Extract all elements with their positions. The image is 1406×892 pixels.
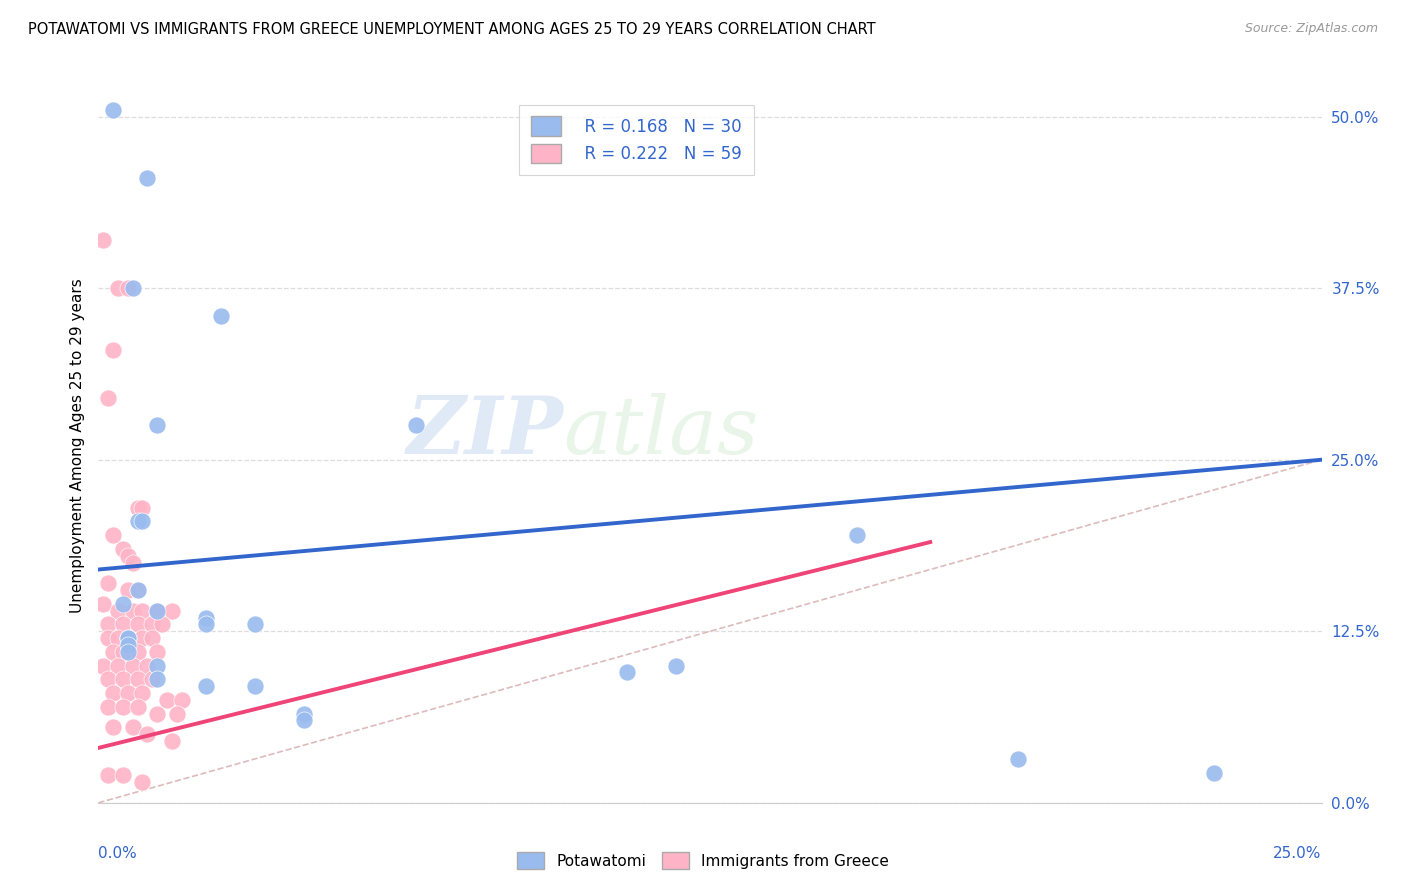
- Point: [1202, 765, 1225, 780]
- Point: [127, 699, 149, 714]
- Point: [111, 768, 134, 782]
- Point: [156, 693, 179, 707]
- Point: [97, 631, 120, 645]
- Point: [127, 617, 149, 632]
- Point: [127, 645, 149, 659]
- Point: [97, 768, 120, 782]
- Point: [146, 604, 169, 618]
- Point: [146, 673, 169, 687]
- Point: [117, 645, 139, 659]
- Point: [141, 617, 163, 632]
- Point: [97, 391, 120, 405]
- Point: [243, 617, 266, 632]
- Point: [117, 631, 139, 645]
- Point: [131, 500, 153, 515]
- Point: [160, 734, 183, 748]
- Point: [97, 673, 120, 687]
- Point: [209, 309, 232, 323]
- Point: [195, 610, 218, 624]
- Point: [111, 597, 134, 611]
- Point: [131, 515, 153, 529]
- Point: [117, 583, 139, 598]
- Point: [146, 658, 169, 673]
- Point: [131, 686, 153, 700]
- Point: [131, 631, 153, 645]
- Point: [166, 706, 188, 721]
- Point: [170, 693, 193, 707]
- Point: [111, 673, 134, 687]
- Point: [616, 665, 638, 680]
- Point: [127, 583, 149, 598]
- Point: [405, 418, 427, 433]
- Point: [101, 343, 124, 357]
- Point: [91, 233, 114, 247]
- Point: [97, 617, 120, 632]
- Point: [1007, 752, 1029, 766]
- Point: [127, 500, 149, 515]
- Point: [91, 597, 114, 611]
- Point: [292, 706, 315, 721]
- Point: [107, 281, 129, 295]
- Point: [127, 515, 149, 529]
- Point: [101, 686, 124, 700]
- Point: [107, 604, 129, 618]
- Point: [91, 658, 114, 673]
- Point: [160, 604, 183, 618]
- Point: [136, 171, 159, 186]
- Point: [121, 604, 143, 618]
- Point: [131, 775, 153, 789]
- Point: [101, 720, 124, 734]
- Point: [107, 631, 129, 645]
- Point: [121, 720, 143, 734]
- Point: [117, 631, 139, 645]
- Point: [117, 631, 139, 645]
- Point: [131, 604, 153, 618]
- Point: [111, 699, 134, 714]
- Text: ZIP: ZIP: [406, 393, 564, 470]
- Point: [121, 658, 143, 673]
- Text: atlas: atlas: [564, 393, 759, 470]
- Point: [136, 658, 159, 673]
- Point: [111, 541, 134, 556]
- Point: [101, 103, 124, 117]
- Point: [127, 583, 149, 598]
- Point: [117, 281, 139, 295]
- Point: [101, 528, 124, 542]
- Point: [107, 658, 129, 673]
- Text: 25.0%: 25.0%: [1274, 846, 1322, 861]
- Point: [243, 679, 266, 693]
- Point: [101, 645, 124, 659]
- Point: [292, 714, 315, 728]
- Point: [111, 617, 134, 632]
- Legend:   R = 0.168   N = 30,   R = 0.222   N = 59: R = 0.168 N = 30, R = 0.222 N = 59: [519, 104, 754, 175]
- Point: [141, 673, 163, 687]
- Point: [127, 673, 149, 687]
- Point: [146, 604, 169, 618]
- Point: [146, 645, 169, 659]
- Point: [665, 658, 688, 673]
- Point: [117, 638, 139, 652]
- Point: [97, 699, 120, 714]
- Point: [111, 645, 134, 659]
- Legend: Potawatomi, Immigrants from Greece: Potawatomi, Immigrants from Greece: [510, 846, 896, 875]
- Point: [121, 281, 143, 295]
- Point: [845, 528, 868, 542]
- Point: [97, 576, 120, 591]
- Text: Source: ZipAtlas.com: Source: ZipAtlas.com: [1244, 22, 1378, 36]
- Y-axis label: Unemployment Among Ages 25 to 29 years: Unemployment Among Ages 25 to 29 years: [69, 278, 84, 614]
- Point: [146, 418, 169, 433]
- Point: [117, 686, 139, 700]
- Point: [195, 617, 218, 632]
- Point: [150, 617, 173, 632]
- Point: [117, 549, 139, 563]
- Point: [146, 706, 169, 721]
- Point: [195, 679, 218, 693]
- Text: 0.0%: 0.0%: [98, 846, 138, 861]
- Point: [136, 727, 159, 741]
- Point: [121, 556, 143, 570]
- Point: [141, 631, 163, 645]
- Text: POTAWATOMI VS IMMIGRANTS FROM GREECE UNEMPLOYMENT AMONG AGES 25 TO 29 YEARS CORR: POTAWATOMI VS IMMIGRANTS FROM GREECE UNE…: [28, 22, 876, 37]
